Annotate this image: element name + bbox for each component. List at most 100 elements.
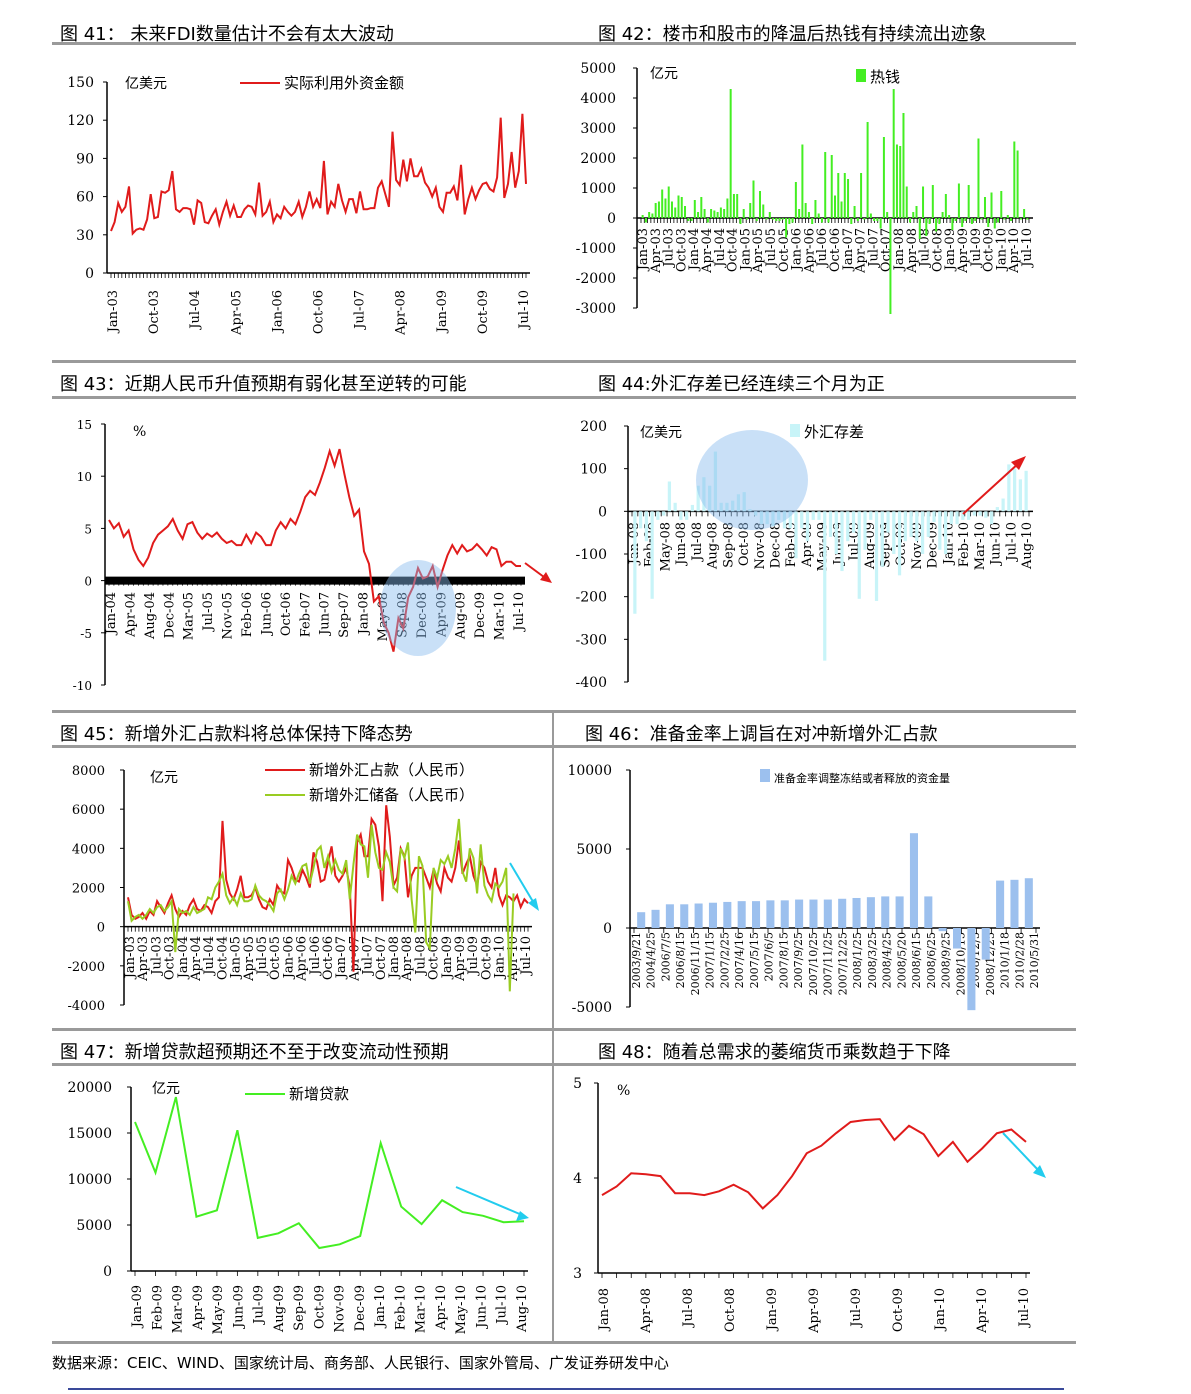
y-tick-label-fig41: 120: [67, 113, 94, 129]
caption-fig42: 图 42：楼市和股市的降温后热钱有持续流出迹象: [598, 24, 987, 45]
bar-fig44: [662, 511, 666, 516]
y-tick-label-fig47: 15000: [67, 1126, 112, 1142]
bar-fig44: [978, 511, 982, 516]
x-tick-label-fig47: Aug-09: [272, 1285, 287, 1333]
bar-fig44: [903, 511, 907, 542]
bar-fig42: [693, 200, 696, 218]
bar-fig42: [657, 201, 660, 218]
bar-fig44: [926, 511, 930, 537]
x-tick-label-fig45: Apr-08: [400, 936, 415, 982]
bar-fig46: [924, 896, 933, 928]
bar-fig44: [915, 511, 919, 542]
x-tick-label-fig47: Jul-09: [252, 1285, 267, 1326]
x-tick-label-fig41: Jul-07: [353, 290, 368, 331]
trend-arrowhead-fig43: [540, 572, 552, 583]
x-tick-label-fig46: 2010/2/28: [1013, 932, 1026, 988]
y-tick-label-fig42: 5000: [580, 61, 616, 77]
x-tick-label-fig41: Jan-03: [106, 290, 121, 334]
bar-fig44: [817, 511, 821, 520]
bar-fig44: [702, 477, 706, 512]
x-tick-label-fig42: Oct-06: [828, 228, 843, 272]
bar-fig42: [922, 186, 925, 218]
y-tick-label-fig44: 0: [598, 504, 607, 520]
bar-fig42: [726, 198, 729, 218]
bar-fig42: [814, 200, 817, 218]
bar-fig46: [680, 904, 689, 928]
footer-rule: [68, 1388, 1064, 1390]
bar-fig46: [795, 899, 804, 928]
bar-fig42: [951, 218, 954, 230]
x-tick-label-fig45: Oct-04: [215, 936, 230, 980]
y-tick-label-fig41: 60: [76, 190, 94, 206]
y-tick-label-fig45: 6000: [72, 803, 105, 818]
bar-fig44: [1013, 468, 1017, 512]
x-tick-label-fig48: Apr-08: [639, 1288, 654, 1334]
bar-fig42: [889, 218, 892, 314]
bar-fig44: [943, 511, 948, 554]
x-tick-label-fig47: Mar-10: [414, 1285, 429, 1333]
x-tick-label-fig42: Apr-08: [905, 228, 920, 274]
x-tick-label-fig46: 2007/11/25: [822, 932, 835, 995]
bar-fig44: [886, 511, 890, 533]
x-tick-label-fig48: Oct-08: [723, 1288, 738, 1332]
bar-fig42: [856, 218, 859, 221]
bar-fig44: [748, 509, 752, 512]
bar-fig42: [775, 218, 778, 221]
legend-label-fig45: 新增外汇占款（人民币）: [309, 761, 474, 779]
bar-fig44: [685, 511, 689, 520]
bar-fig46: [967, 928, 976, 1011]
x-tick-label-fig48: Apr-10: [975, 1288, 990, 1334]
x-tick-label-fig42: Oct-05: [777, 228, 792, 272]
bar-fig44: [800, 511, 804, 529]
bar-fig42: [723, 209, 726, 218]
x-tick-label-fig45: Jul-09: [466, 936, 481, 977]
x-tick-label-fig46: 2007/9/25: [792, 932, 805, 988]
bar-fig44: [995, 507, 999, 512]
series-line-fig47: [134, 1096, 525, 1250]
bar-fig46: [694, 903, 703, 928]
x-tick-label-fig43: Jan-04: [104, 592, 119, 636]
caption-fig46: 图 46：准备金率上调旨在对冲新增外汇占款: [585, 724, 938, 745]
bar-fig42: [1013, 141, 1016, 218]
bar-fig44: [742, 492, 746, 512]
unit-label-fig48: %: [617, 1083, 630, 1099]
bar-fig42: [778, 218, 781, 221]
trend-arrowhead-fig44: [1011, 456, 1026, 470]
bar-fig44: [955, 511, 959, 525]
x-tick-label-fig43: Feb-06: [240, 592, 255, 637]
x-tick-label-fig41: Jan-09: [435, 290, 450, 334]
bar-fig42: [834, 195, 836, 218]
legend-label-fig46: 准备金率调整冻结或者释放的资金量: [774, 771, 950, 785]
x-tick-label-fig42: Oct-03: [674, 228, 689, 272]
x-tick-label-fig41: Apr-08: [394, 290, 409, 336]
x-tick-label-fig45: Apr-05: [242, 936, 257, 982]
x-tick-label-fig46: 2010/5/31: [1028, 932, 1041, 988]
trend-arrowhead-fig45: [528, 898, 539, 911]
bar-fig44: [788, 511, 792, 529]
x-tick-label-fig47: Feb-10: [393, 1285, 408, 1330]
y-tick-label-fig42: 4000: [580, 91, 616, 107]
x-tick-label-fig46: 2008/6/15: [910, 932, 923, 988]
x-tick-label-fig43: Aug-04: [143, 592, 158, 640]
bar-fig44: [696, 485, 700, 512]
x-tick-label-fig45: Apr-06: [295, 936, 310, 982]
x-tick-label-fig46: 2006/8/15: [674, 932, 687, 988]
source-note: 数据来源：CEIC、WIND、国家统计局、商务部、人民银行、国家外管局、广发证券…: [52, 1354, 669, 1372]
y-tick-label-fig41: 90: [76, 151, 94, 167]
bar-fig42: [931, 185, 934, 218]
y-tick-label-fig43: 10: [77, 470, 92, 484]
bar-fig46: [665, 904, 674, 928]
bar-fig44: [892, 511, 896, 554]
bar-fig42: [993, 218, 996, 229]
bar-fig42: [941, 212, 944, 218]
bar-fig42: [710, 209, 713, 218]
x-tick-label-fig43: Mar-05: [182, 592, 197, 640]
bar-fig46: [823, 899, 832, 928]
y-tick-label-fig42: 0: [607, 211, 616, 227]
series-line-fig43: [108, 447, 521, 652]
bar-fig42: [837, 173, 840, 218]
x-tick-label-fig45: Jul-05: [255, 936, 270, 977]
x-tick-label-fig43: Jan-08: [357, 592, 372, 636]
bar-fig42: [860, 173, 863, 218]
x-tick-label-fig46: 2003/9/21: [630, 932, 643, 988]
